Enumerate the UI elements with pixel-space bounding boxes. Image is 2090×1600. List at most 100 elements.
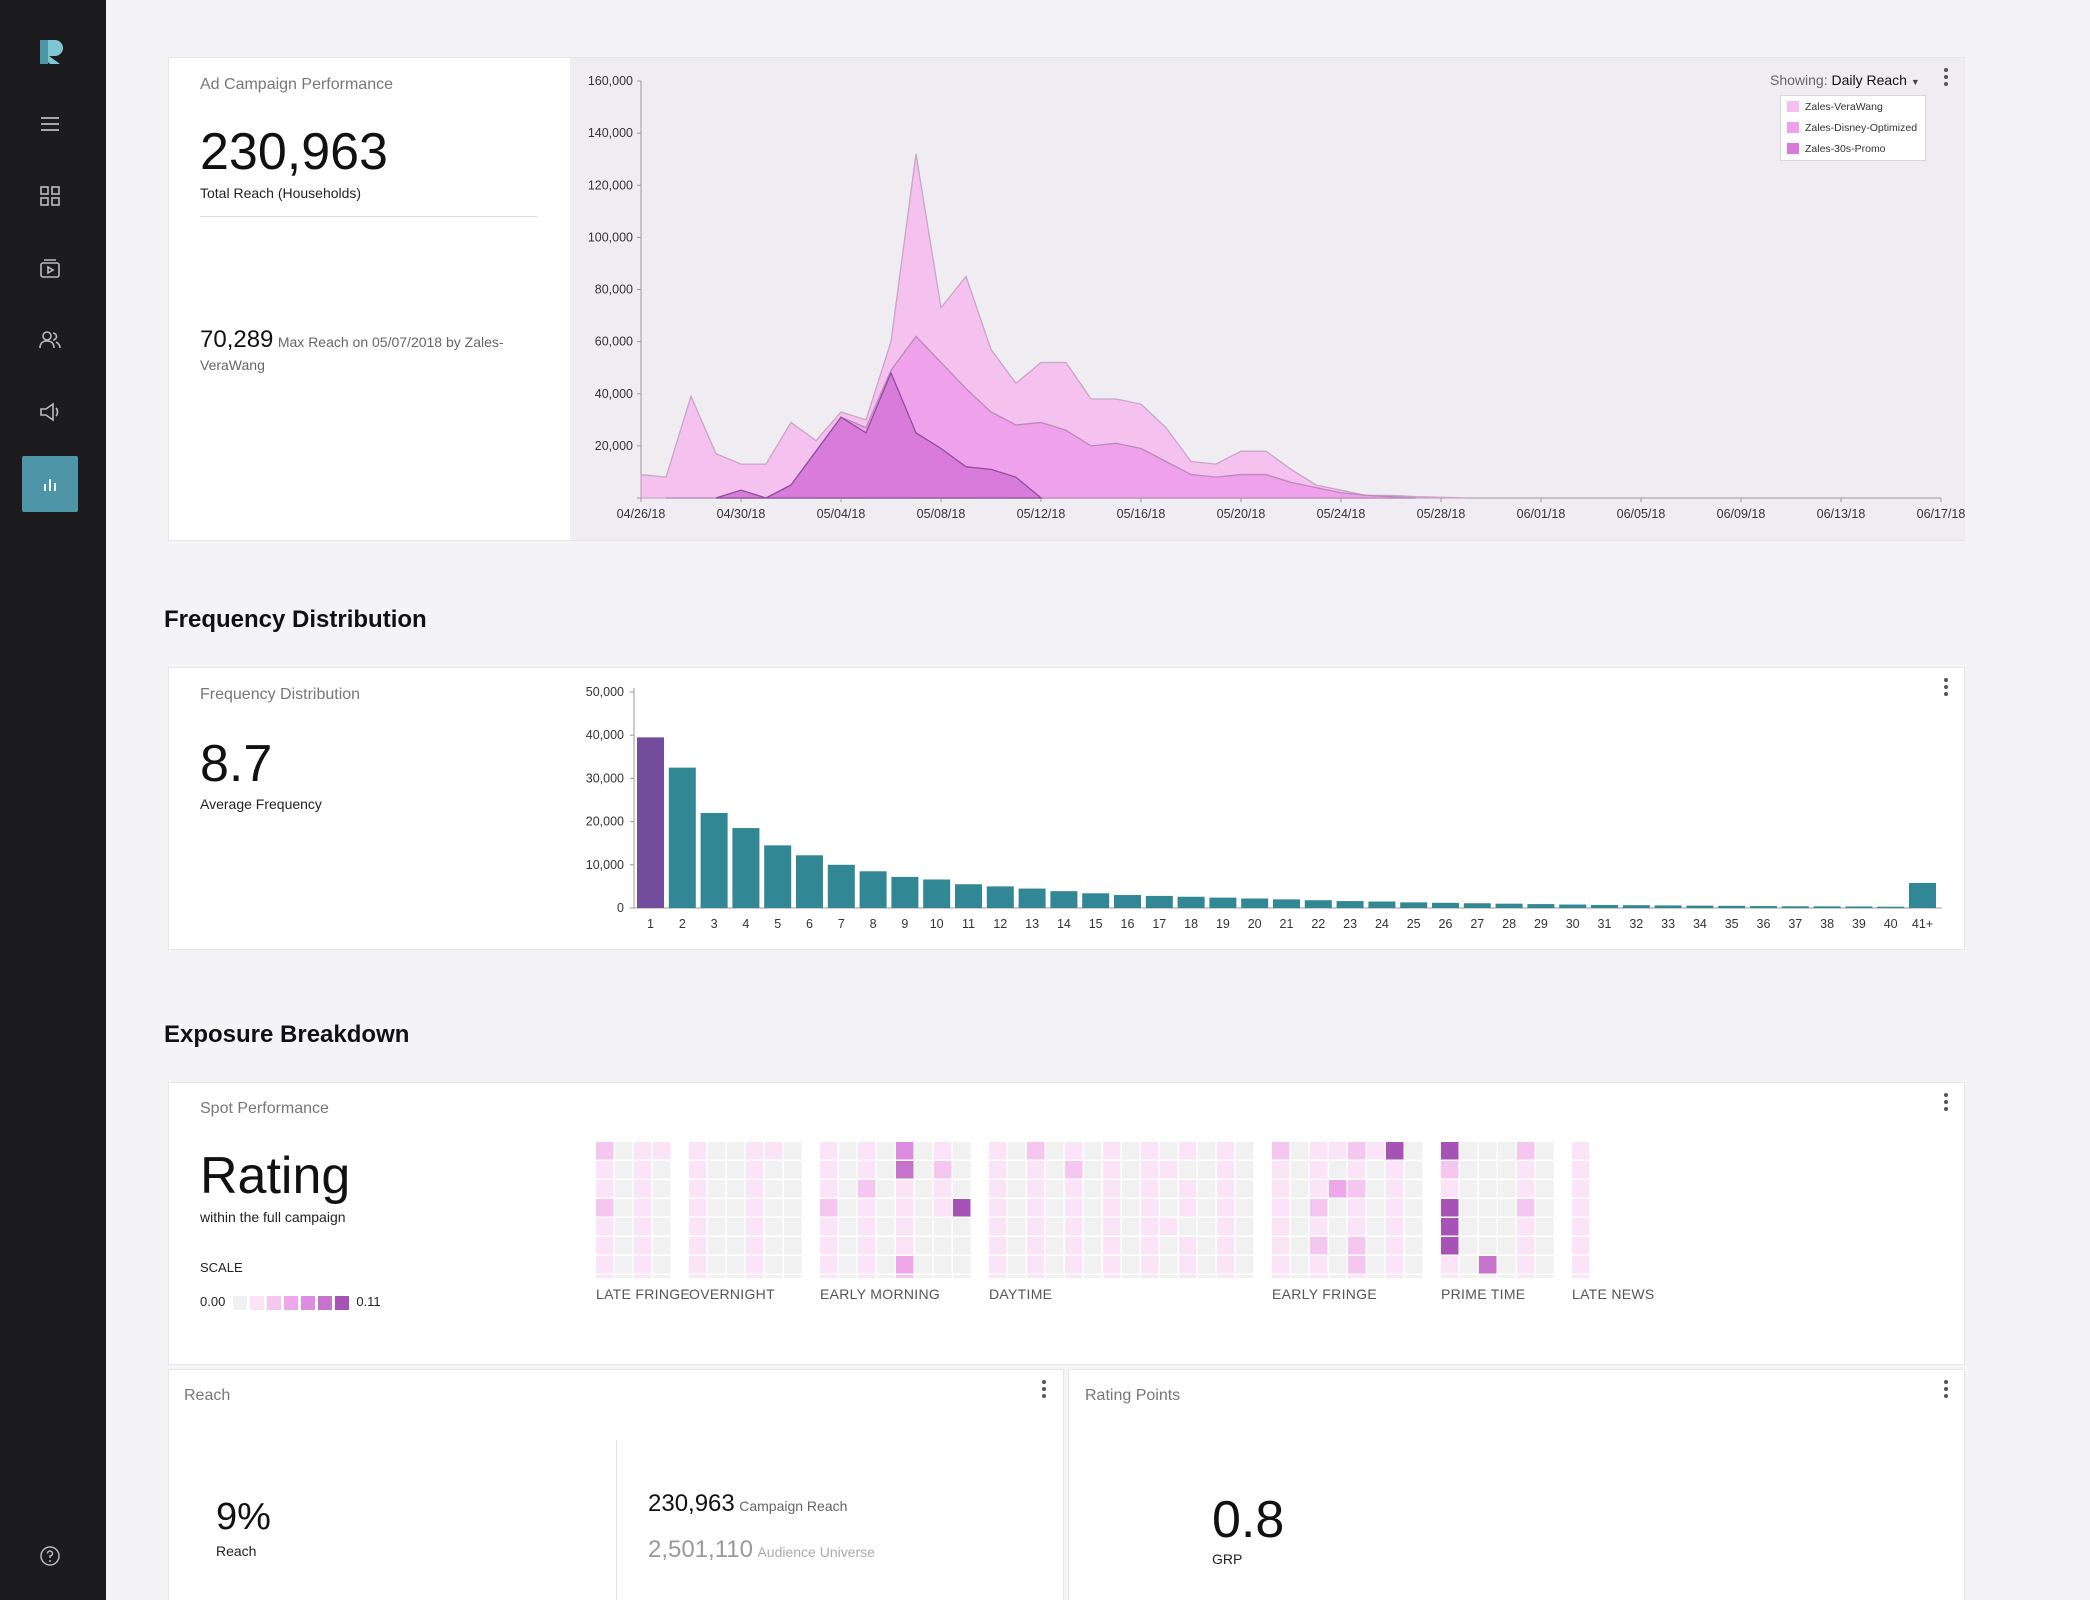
- y-tick-label: 40,000: [586, 728, 624, 742]
- heatmap-cell: [727, 1142, 745, 1160]
- heatmap-cell: [1329, 1237, 1347, 1255]
- heatmap-cell: [1272, 1142, 1290, 1160]
- heatmap-cell: [689, 1275, 707, 1278]
- x-tick-label: 06/01/18: [1517, 507, 1566, 521]
- heatmap-cell: [989, 1218, 1007, 1236]
- heatmap-cell: [1217, 1161, 1235, 1179]
- heatmap-group-label: LATE FRINGE: [596, 1286, 691, 1302]
- heatmap-cell: [1479, 1275, 1497, 1278]
- heatmap-cell: [896, 1142, 914, 1160]
- heatmap-cell: [1460, 1218, 1478, 1236]
- menu-button[interactable]: [22, 96, 78, 152]
- heatmap-cell: [989, 1161, 1007, 1179]
- reach-card-label: Reach: [184, 1387, 231, 1404]
- heatmap-cell: [1460, 1237, 1478, 1255]
- sidebar-item-analytics[interactable]: [22, 456, 78, 512]
- heatmap-cell: [765, 1180, 783, 1198]
- frequency-bar: [1527, 904, 1555, 908]
- heatmap-cell: [896, 1161, 914, 1179]
- heatmap-cell: [746, 1180, 764, 1198]
- heatmap-cell: [1405, 1275, 1423, 1278]
- heatmap-cell: [765, 1199, 783, 1217]
- heatmap-cell: [1103, 1180, 1121, 1198]
- heatmap-cell: [1046, 1275, 1064, 1278]
- frequency-bar: [923, 879, 951, 908]
- help-button[interactable]: [22, 1528, 78, 1584]
- heatmap-cell: [1027, 1275, 1045, 1278]
- heatmap-cell: [1460, 1199, 1478, 1217]
- legend-item[interactable]: Zales-VeraWang: [1781, 96, 1925, 117]
- frequency-bar: [1082, 893, 1110, 908]
- heatmap-cell: [1084, 1199, 1102, 1217]
- heatmap-cell: [1027, 1218, 1045, 1236]
- sidebar-item-audience[interactable]: [22, 312, 78, 368]
- campaign-card-label: Ad Campaign Performance: [200, 76, 393, 93]
- heatmap-cell: [1536, 1180, 1554, 1198]
- frequency-bar: [1400, 902, 1428, 908]
- heatmap-cell: [746, 1142, 764, 1160]
- heatmap-cell: [877, 1256, 895, 1274]
- heatmap-cell: [1103, 1199, 1121, 1217]
- x-tick-label: 16: [1121, 917, 1135, 931]
- heatmap-cell: [1027, 1142, 1045, 1160]
- heatmap-cell: [1405, 1161, 1423, 1179]
- heatmap-cell: [746, 1161, 764, 1179]
- heatmap-cell: [1386, 1218, 1404, 1236]
- legend-item[interactable]: Zales-30s-Promo: [1781, 138, 1925, 159]
- showing-dropdown[interactable]: Showing: Daily Reach ▼: [1770, 72, 1920, 88]
- heatmap-cell: [1498, 1180, 1516, 1198]
- heatmap-cell: [708, 1161, 726, 1179]
- heatmap-cell: [1103, 1161, 1121, 1179]
- heatmap-cell: [915, 1142, 933, 1160]
- heatmap-cell: [1367, 1180, 1385, 1198]
- heatmap-cell: [953, 1161, 971, 1179]
- heatmap-cell: [896, 1256, 914, 1274]
- heatmap-cell: [596, 1142, 614, 1160]
- heatmap-cell: [1441, 1218, 1459, 1236]
- frequency-bar: [1877, 906, 1905, 908]
- frequency-bar: [891, 876, 919, 908]
- rating-card-menu-button[interactable]: [1941, 1378, 1951, 1400]
- heatmap-cell: [934, 1275, 952, 1278]
- heatmap-cell: [1198, 1199, 1216, 1217]
- frequency-bar: [1463, 903, 1491, 908]
- legend-item[interactable]: Zales-Disney-Optimized: [1781, 117, 1925, 138]
- heatmap-cell: [1046, 1180, 1064, 1198]
- heatmap-cell: [1367, 1237, 1385, 1255]
- x-tick-label: 05/20/18: [1217, 507, 1266, 521]
- x-tick-label: 20: [1248, 917, 1262, 931]
- heatmap-cell: [1291, 1142, 1309, 1160]
- x-tick-label: 4: [742, 917, 749, 931]
- heatmap-cell: [1008, 1161, 1026, 1179]
- logo-icon[interactable]: [38, 38, 66, 66]
- heatmap-cell: [1084, 1256, 1102, 1274]
- heatmap-cell: [1386, 1180, 1404, 1198]
- sidebar-item-campaigns[interactable]: [22, 384, 78, 440]
- heatmap-cell: [1160, 1199, 1178, 1217]
- reach-card-menu-button[interactable]: [1039, 1378, 1049, 1400]
- heatmap-cell: [1329, 1256, 1347, 1274]
- divider: [616, 1440, 617, 1600]
- heatmap-cell: [1122, 1237, 1140, 1255]
- campaign-card-menu-button[interactable]: [1941, 66, 1951, 88]
- heatmap-cell: [989, 1199, 1007, 1217]
- heatmap-cell: [1405, 1237, 1423, 1255]
- heatmap-cell: [877, 1180, 895, 1198]
- spot-card-menu-button[interactable]: [1941, 1091, 1951, 1113]
- heatmap-cell: [1479, 1256, 1497, 1274]
- heatmap-cell: [1348, 1275, 1366, 1278]
- frequency-card-menu-button[interactable]: [1941, 676, 1951, 698]
- heatmap-cell: [634, 1237, 652, 1255]
- heatmap-cell: [1517, 1275, 1535, 1278]
- heatmap-cell: [1103, 1256, 1121, 1274]
- x-tick-label: 24: [1375, 917, 1389, 931]
- heatmap-cell: [1272, 1237, 1290, 1255]
- heatmap-cell: [1272, 1256, 1290, 1274]
- heatmap-cell: [1198, 1161, 1216, 1179]
- sidebar-item-dashboard[interactable]: [22, 168, 78, 224]
- x-tick-label: 06/13/18: [1817, 507, 1866, 521]
- heatmap-cell: [727, 1161, 745, 1179]
- heatmap-cell: [1160, 1161, 1178, 1179]
- sidebar-item-media[interactable]: [22, 240, 78, 296]
- heatmap-cell: [1122, 1199, 1140, 1217]
